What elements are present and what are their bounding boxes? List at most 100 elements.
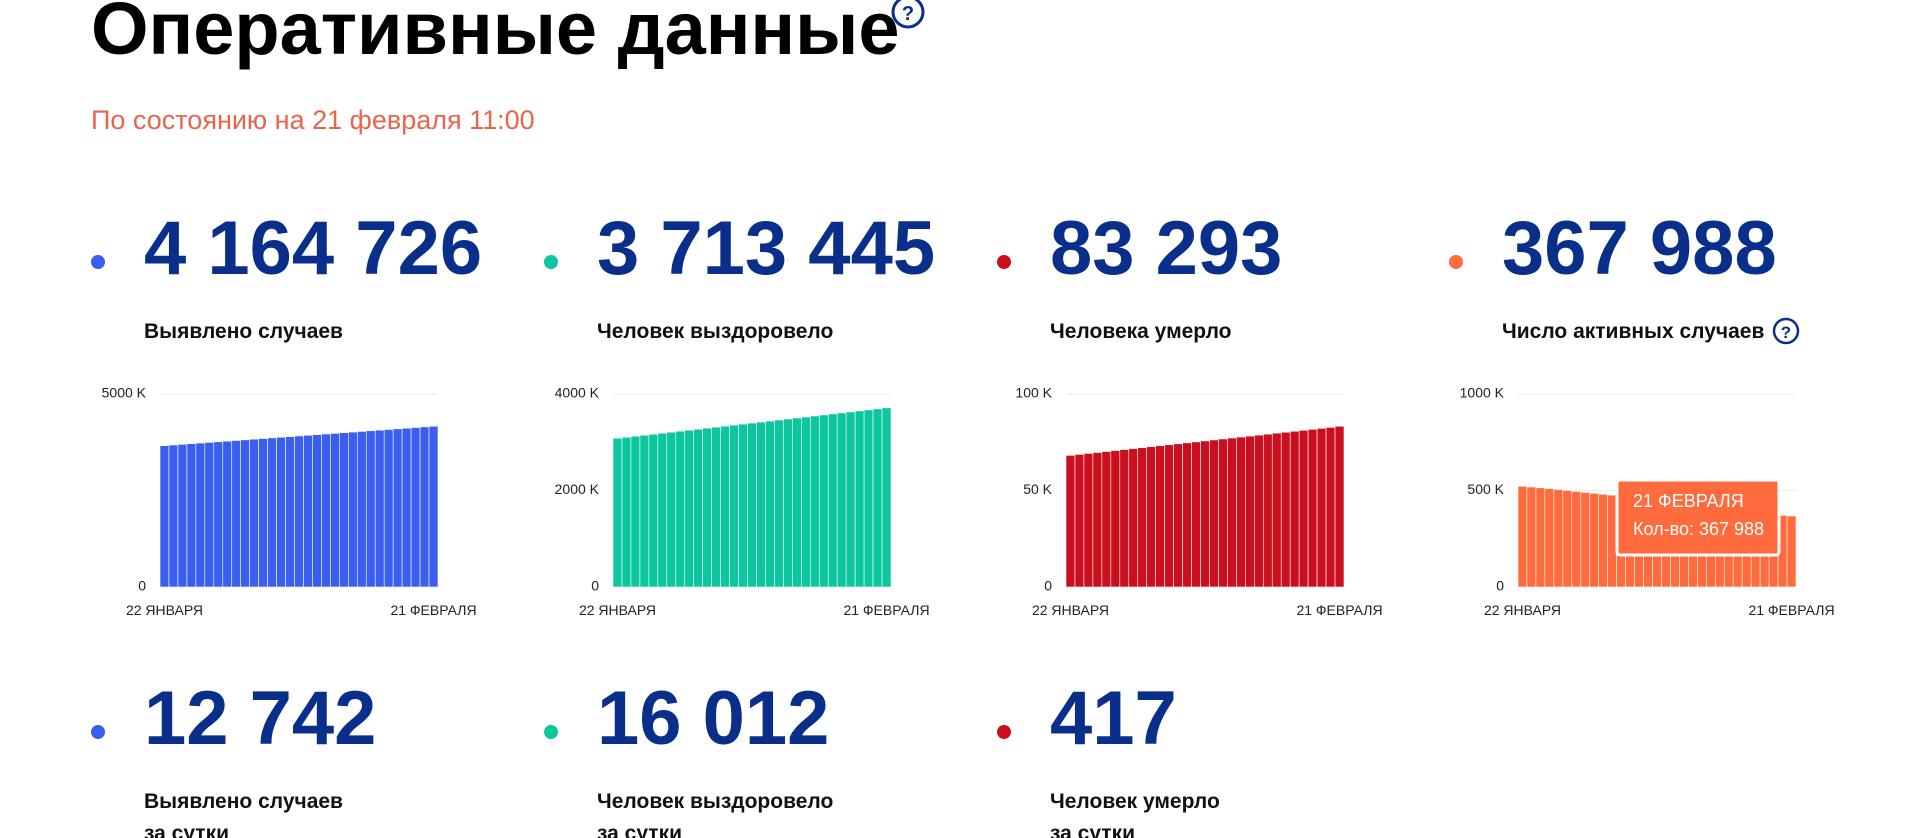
stat-value: 417 xyxy=(1050,676,1177,761)
bar xyxy=(392,428,403,588)
bar xyxy=(881,407,892,588)
bar xyxy=(1182,442,1192,588)
bar xyxy=(809,415,820,588)
bar xyxy=(186,443,197,588)
bar xyxy=(765,420,775,588)
bar xyxy=(1535,487,1546,588)
svg-text:?: ? xyxy=(902,3,914,25)
help-icon[interactable]: ? xyxy=(891,0,925,29)
bar xyxy=(1146,446,1156,588)
bar xyxy=(1128,448,1139,588)
stat-label: Выявлено случаев xyxy=(144,320,343,343)
bar xyxy=(1173,443,1183,588)
status-dot xyxy=(1449,255,1463,269)
bar xyxy=(711,426,721,588)
x-tick-label: 21 ФЕВРАЛЯ xyxy=(390,602,476,618)
bar xyxy=(1598,494,1608,588)
bar xyxy=(231,440,242,588)
bar xyxy=(684,429,695,588)
bar xyxy=(1786,515,1797,588)
bar xyxy=(348,431,358,588)
stat-label: за сутки xyxy=(597,822,682,838)
x-tick-label: 22 ЯНВАРЯ xyxy=(1484,602,1561,618)
stat-label: Человек выздоровело xyxy=(597,320,833,343)
stat-label: Выявлено случаев xyxy=(144,790,343,813)
bar xyxy=(1553,489,1564,588)
bar xyxy=(612,437,623,588)
stat-label: Человек выздоровело xyxy=(597,790,833,813)
bar xyxy=(240,439,250,588)
help-icon[interactable]: ? xyxy=(1772,317,1800,345)
bar xyxy=(1316,428,1327,588)
bar xyxy=(1083,453,1094,588)
bar xyxy=(1544,488,1555,588)
bar xyxy=(801,416,811,588)
bar xyxy=(729,424,739,588)
bar xyxy=(159,445,170,588)
tooltip-box xyxy=(1615,478,1781,557)
bar xyxy=(854,410,865,588)
tooltip-title: 21 ФЕВРАЛЯ xyxy=(1633,491,1744,511)
y-tick-label: 50 K xyxy=(1023,481,1052,497)
bar xyxy=(1218,438,1228,588)
bar xyxy=(1280,431,1291,588)
bar xyxy=(648,433,659,588)
x-tick-label: 21 ФЕВРАЛЯ xyxy=(1296,602,1382,618)
bar xyxy=(1092,452,1103,588)
stat-label: за сутки xyxy=(1050,822,1135,838)
bar xyxy=(1236,436,1246,588)
bar xyxy=(863,409,874,588)
bar xyxy=(321,433,331,588)
bar xyxy=(1262,433,1273,588)
y-tick-label: 0 xyxy=(138,578,146,594)
bar xyxy=(845,411,856,588)
bar xyxy=(428,425,439,588)
y-tick-label: 0 xyxy=(591,578,599,594)
bar xyxy=(1325,427,1336,588)
bar xyxy=(401,427,412,588)
bar xyxy=(303,435,313,588)
page-title: Оперативные данные xyxy=(91,0,899,70)
x-tick-label: 21 ФЕВРАЛЯ xyxy=(1748,602,1834,618)
bar xyxy=(747,422,757,588)
bar xyxy=(818,414,829,588)
bar xyxy=(1074,454,1085,588)
bar xyxy=(1607,494,1617,588)
y-tick-label: 0 xyxy=(1044,578,1052,594)
bar xyxy=(356,431,367,588)
y-tick-label: 2000 K xyxy=(555,481,600,497)
bar xyxy=(621,436,632,588)
bar xyxy=(756,421,766,588)
bar xyxy=(1571,491,1582,588)
stat-value: 16 012 xyxy=(597,676,829,761)
bar xyxy=(204,442,215,588)
bar xyxy=(168,444,179,588)
bar xyxy=(1298,429,1309,588)
bar xyxy=(222,440,233,588)
stat-label: за сутки xyxy=(144,822,229,838)
bar xyxy=(1119,449,1130,588)
bar xyxy=(195,442,206,588)
bar xyxy=(249,438,259,588)
y-tick-label: 0 xyxy=(1496,578,1504,594)
bar xyxy=(285,436,295,588)
bar xyxy=(1191,441,1201,588)
tooltip: 21 ФЕВРАЛЯ Кол-во: 367 988 xyxy=(1615,478,1781,557)
bar xyxy=(312,434,322,588)
bar xyxy=(666,431,677,588)
bar xyxy=(827,413,838,588)
x-tick-label: 22 ЯНВАРЯ xyxy=(579,602,656,618)
bar xyxy=(1209,439,1219,588)
bar xyxy=(774,419,784,588)
y-tick-label: 5000 K xyxy=(102,385,147,401)
y-tick-label: 100 K xyxy=(1015,385,1052,401)
bar xyxy=(657,432,668,588)
bar xyxy=(783,418,793,588)
svg-text:?: ? xyxy=(1781,323,1791,342)
bar xyxy=(410,427,421,588)
bar xyxy=(738,423,748,588)
bar xyxy=(1526,486,1537,588)
